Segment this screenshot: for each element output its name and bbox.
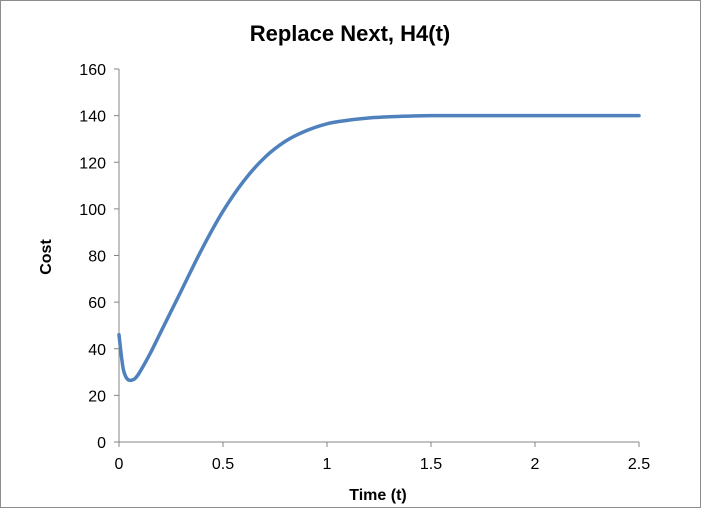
x-tick-label: 2 <box>531 456 540 473</box>
y-tick-labels: 0 20 40 60 80 100 120 140 160 <box>79 62 106 452</box>
x-tick-label: 0 <box>115 456 124 473</box>
y-axis-label: Cost <box>38 239 55 275</box>
series-group <box>117 113 641 383</box>
x-axis-label: Time (t) <box>349 487 406 504</box>
series-line <box>117 113 641 383</box>
y-tick-label: 60 <box>88 295 106 312</box>
x-tick-label: 0.5 <box>212 456 234 473</box>
y-tick-label: 20 <box>88 388 106 405</box>
chart-title: Replace Next, H4(t) <box>250 21 451 46</box>
axes <box>114 68 640 447</box>
y-tick-label: 0 <box>97 435 106 452</box>
y-tick-label: 40 <box>88 342 106 359</box>
x-tick-label: 1.5 <box>420 456 442 473</box>
x-tick-labels: 0 0.5 1 1.5 2 2.5 <box>115 456 651 473</box>
x-tick-label: 1 <box>323 456 332 473</box>
x-tick-label: 2.5 <box>628 456 650 473</box>
y-tick-label: 140 <box>79 109 106 126</box>
y-tick-label: 120 <box>79 155 106 172</box>
y-tick-label: 80 <box>88 249 106 266</box>
y-tick-label: 160 <box>79 62 106 79</box>
y-tick-label: 100 <box>79 202 106 219</box>
